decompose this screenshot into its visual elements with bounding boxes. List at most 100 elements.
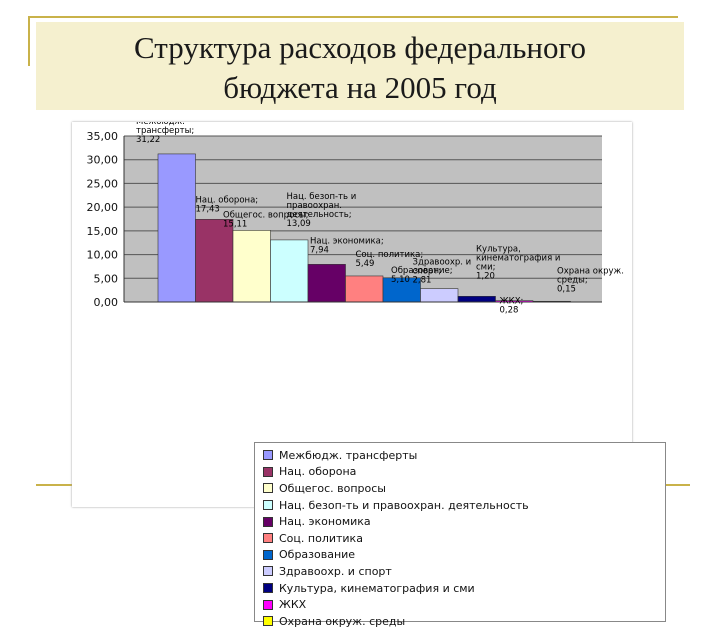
legend-label: Образование: [279, 548, 356, 562]
legend-swatch: [263, 599, 273, 610]
data-label-line: спорт;: [413, 267, 442, 277]
y-tick-label: 20,00: [87, 201, 119, 214]
data-label: Культура, кинематография и сми; 1,20: [476, 244, 560, 281]
legend-item: Образование: [263, 547, 657, 564]
data-label-line: 5,49: [356, 259, 375, 269]
y-tick-label: 10,00: [87, 249, 119, 262]
bar: [457, 296, 496, 303]
data-label-line: 31,22: [136, 135, 160, 145]
data-label-line: среды;: [557, 275, 588, 285]
legend-swatch: [263, 516, 273, 527]
legend-item: Общегос. вопросы: [263, 480, 657, 497]
data-label-line: Охрана окруж.: [557, 266, 624, 276]
slide-title-line-1: Структура расходов федерального: [134, 30, 586, 65]
legend-item: Соц. политика: [263, 530, 657, 547]
title-background: [36, 22, 684, 110]
legend-label: Нац. безоп-ть и правоохран. деятельность: [279, 498, 529, 512]
slide-title: Структура расходов федерального бюджета …: [36, 28, 684, 108]
data-label-line: 7,94: [310, 245, 329, 255]
data-label: Образование; 5,10: [391, 266, 453, 285]
data-label-line: 0,15: [557, 284, 576, 294]
legend-label: Нац. экономика: [279, 515, 371, 529]
data-label-line: 5,10: [391, 275, 410, 285]
legend-item: Нац. оборона: [263, 464, 657, 481]
legend-item: Культура, кинематография и сми: [263, 580, 657, 597]
slide-title-line-2: бюджета на 2005 год: [223, 70, 497, 105]
data-label: Здравоохр. и спорт; 2,81: [413, 258, 472, 286]
data-label: ЖКХ; 0,28: [500, 297, 524, 316]
bar: [157, 153, 196, 303]
legend-item: Здравоохр. и спорт: [263, 563, 657, 580]
bar: [420, 288, 459, 303]
legend-label: Общегос. вопросы: [279, 481, 386, 495]
data-label: Нац. безоп-ть и правоохран. деятельность; 1…: [287, 192, 357, 229]
chart-legend: Межбюдж. трансферты Нац. оборона Общегос. …: [254, 442, 666, 628]
data-label-line: Нац. безоп-ть и: [287, 192, 357, 202]
bar: [382, 277, 421, 303]
data-label-line: ЖКХ;: [500, 297, 524, 307]
data-label-line: Нац. оборона;: [196, 195, 259, 205]
data-label-line: Нац. экономика;: [310, 236, 384, 246]
data-label-line: 0,28: [500, 306, 519, 316]
y-tick-label: 30,00: [87, 154, 119, 167]
data-label-line: трансферты;: [136, 126, 194, 136]
legend-item: Нац. экономика: [263, 513, 657, 530]
legend-swatch: [263, 583, 273, 594]
data-label-line: Межбюдж.: [136, 122, 185, 127]
data-label-line: деятельность;: [287, 210, 352, 220]
y-tick-label: 0,00: [94, 296, 119, 309]
bar: [345, 275, 384, 303]
data-label: Общегос. вопросы; 15,11: [223, 210, 309, 229]
legend-item: Охрана окруж. среды: [263, 613, 657, 630]
bar: [307, 264, 346, 303]
legend-item: ЖКХ: [263, 596, 657, 613]
data-label-line: 17,43: [196, 204, 220, 214]
data-label-line: 1,20: [476, 271, 495, 281]
legend-swatch: [263, 483, 273, 494]
data-label-line: Образование;: [391, 266, 453, 276]
legend-label: Культура, кинематография и сми: [279, 581, 475, 595]
title-left-line: [28, 16, 30, 66]
data-label-line: кинематография и: [476, 253, 560, 263]
data-label: Нац. оборона; 17,43: [196, 195, 259, 214]
data-label-line: 15,11: [223, 219, 247, 229]
data-label-line: 13,09: [287, 219, 311, 229]
data-label-line: Соц. политика;: [356, 250, 424, 260]
data-label: Межбюдж.трансферты;31,22: [136, 122, 194, 145]
legend-swatch: [263, 450, 273, 461]
y-tick-label: 5,00: [94, 272, 119, 285]
data-label-line: правоохран.: [287, 201, 342, 211]
title-top-line: [28, 16, 678, 18]
legend-item: Нац. безоп-ть и правоохран. деятельность: [263, 497, 657, 514]
legend-swatch: [263, 533, 273, 544]
bar-chart: 0,00 5,00 10,00 15,00 20,00 25,00 30,00 35,00 Ме…: [87, 122, 624, 316]
legend-label: Охрана окруж. среды: [279, 614, 406, 628]
data-label-line: 2,81: [413, 276, 432, 286]
data-label-line: сми;: [476, 262, 495, 272]
chart-container: 0,00 5,00 10,00 15,00 20,00 25,00 30,00 35,00 Ме…: [72, 122, 666, 628]
y-tick-label: 35,00: [87, 130, 119, 143]
data-label: Охрана окруж. среды; 0,15: [557, 266, 624, 294]
bar: [195, 219, 234, 303]
footer-left-line: [36, 484, 76, 486]
data-label-line: Здравоохр. и: [413, 258, 472, 268]
legend-label: ЖКХ: [279, 598, 307, 612]
legend-label: Нац. оборона: [279, 465, 357, 479]
bar: [232, 230, 271, 303]
legend-label: Здравоохр. и спорт: [279, 564, 392, 578]
data-label-line: Общегос. вопросы;: [223, 210, 309, 220]
legend-swatch: [263, 616, 273, 627]
data-label-line: Культура,: [476, 244, 521, 254]
legend-swatch: [263, 549, 273, 560]
legend-swatch: [263, 566, 273, 577]
y-tick-label: 15,00: [87, 225, 119, 238]
legend-label: Соц. политика: [279, 531, 363, 545]
legend-swatch: [263, 466, 273, 477]
bar: [270, 239, 309, 303]
legend-swatch: [263, 500, 273, 511]
legend-item: Межбюдж. трансферты: [263, 447, 657, 464]
legend-label: Межбюдж. трансферты: [279, 448, 418, 462]
data-label: Соц. политика; 5,49: [356, 250, 424, 269]
data-label: Нац. экономика; 7,94: [310, 236, 384, 255]
y-tick-label: 25,00: [87, 177, 119, 190]
